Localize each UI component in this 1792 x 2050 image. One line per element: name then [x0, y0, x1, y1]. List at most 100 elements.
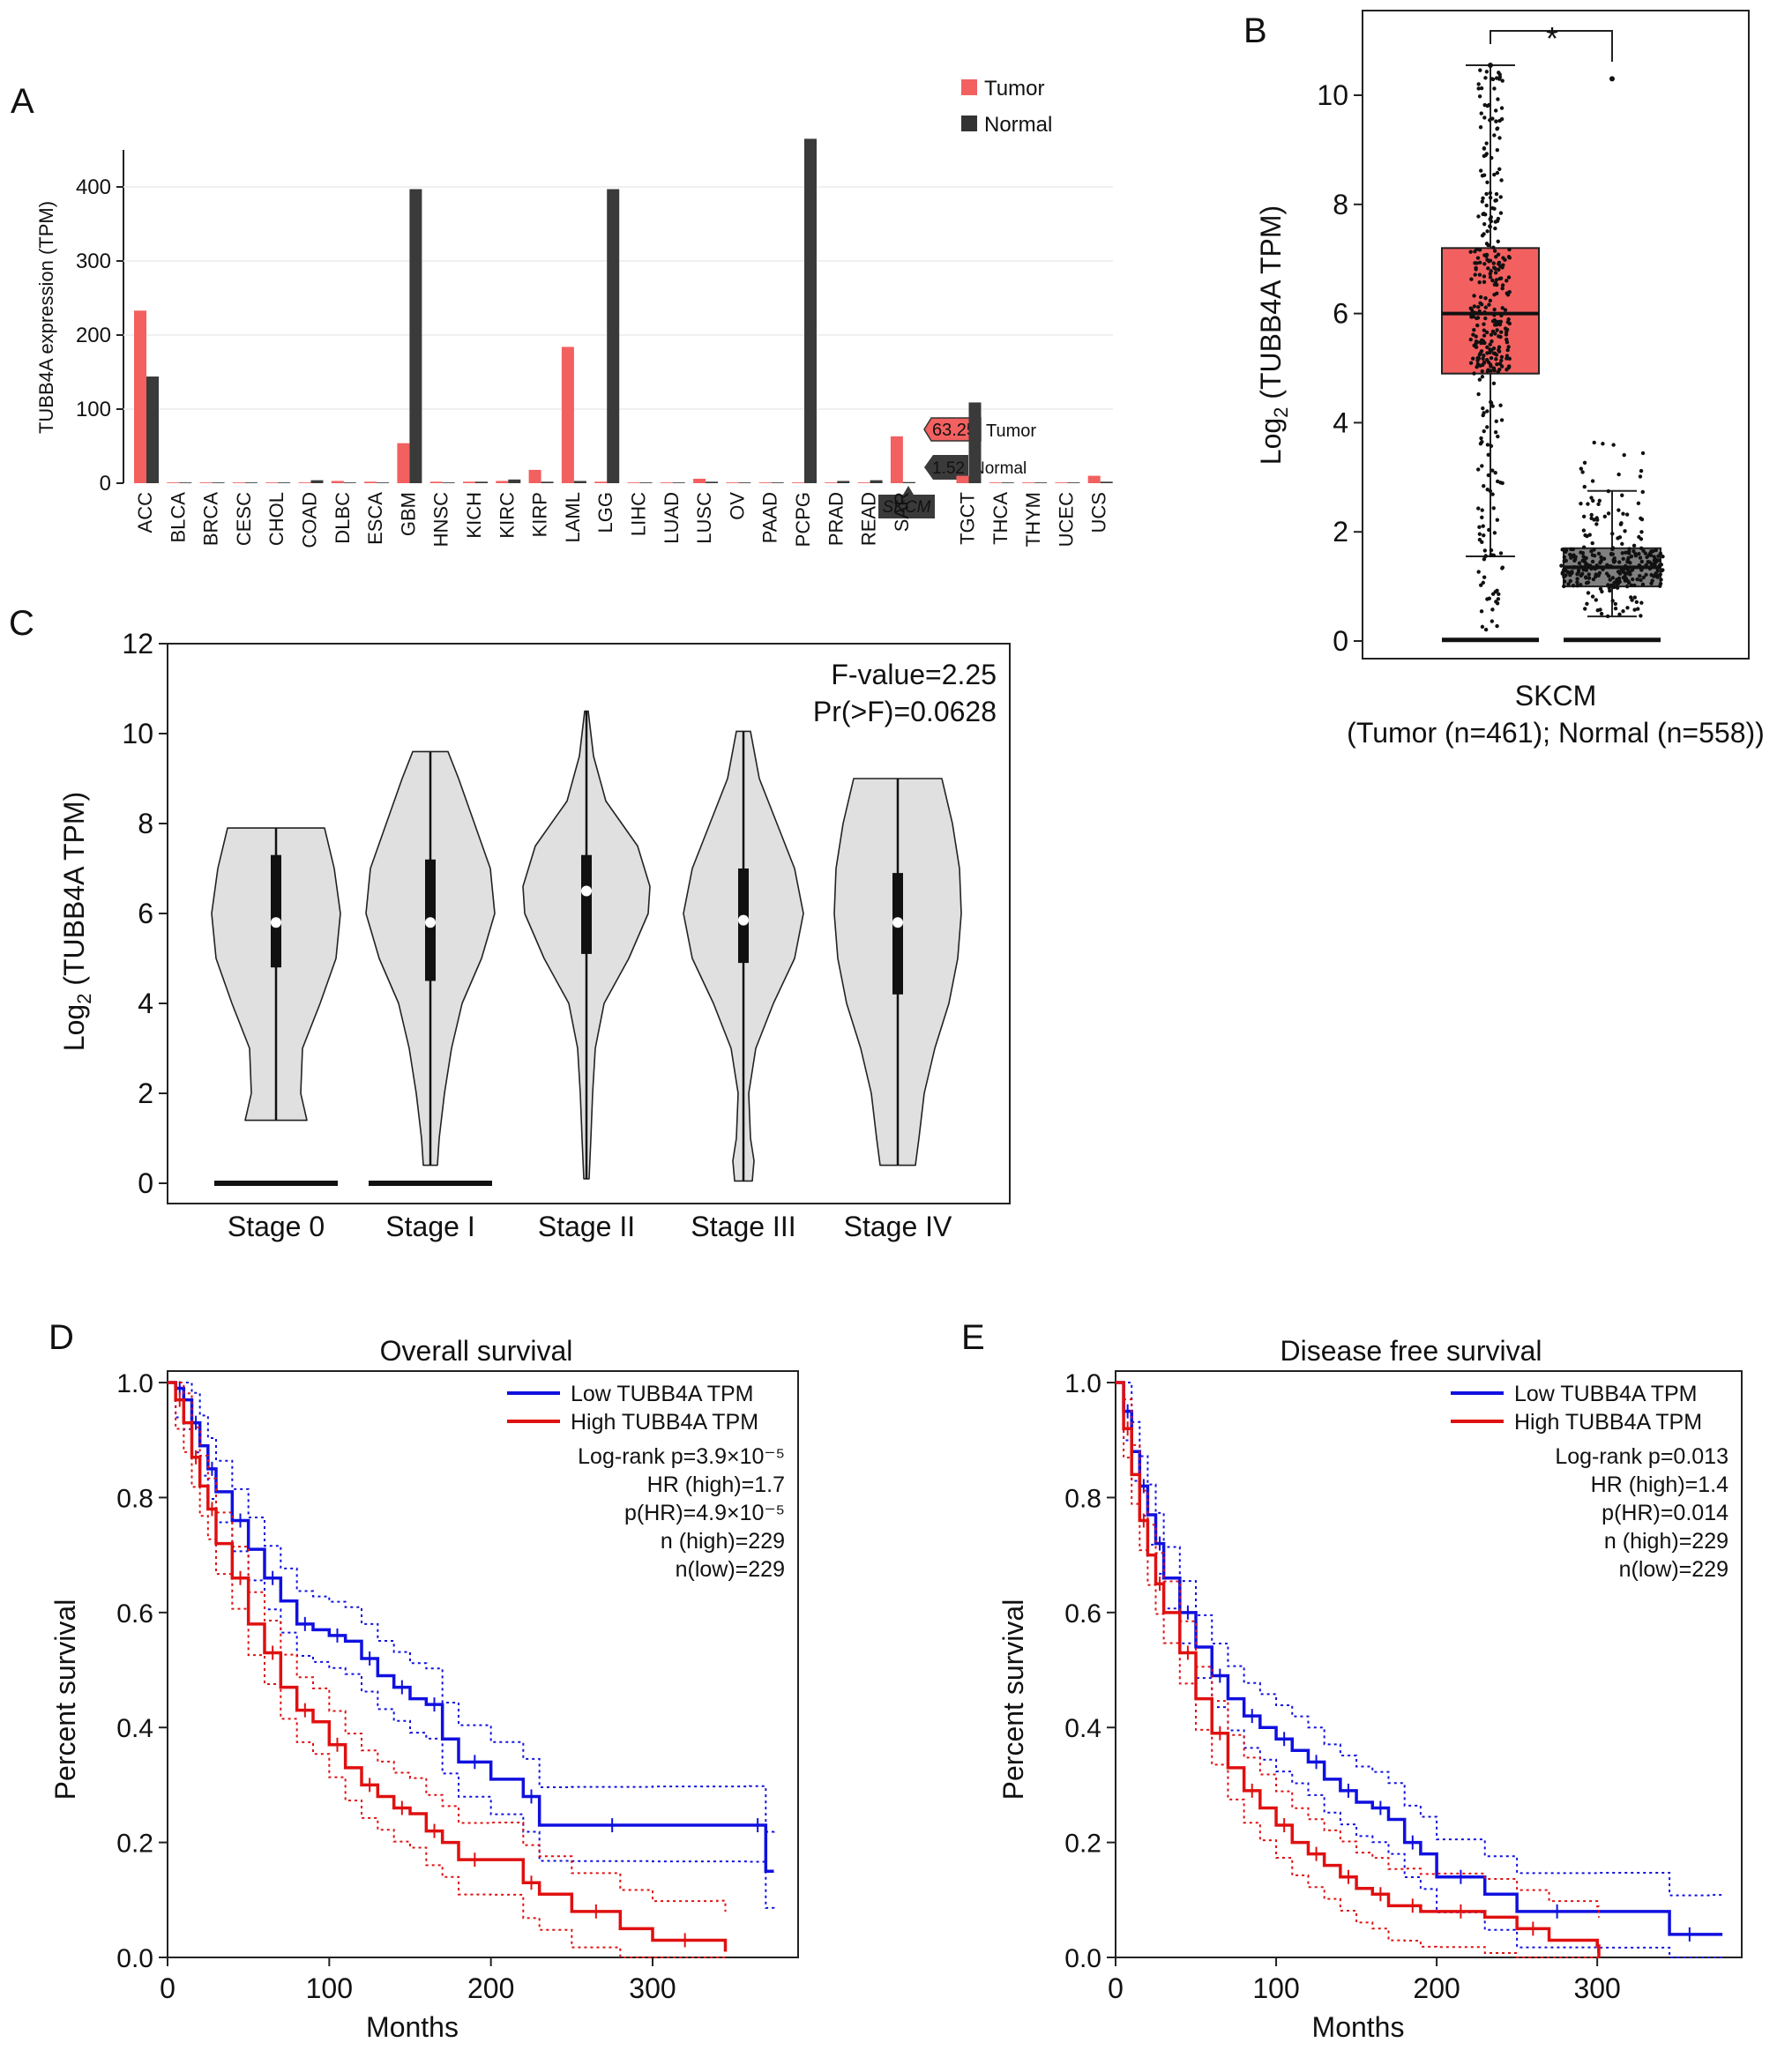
- bar-normal: [442, 482, 455, 483]
- data-point: [1576, 570, 1581, 574]
- km-y-tick-label: 0.2: [116, 1830, 153, 1859]
- data-point: [1480, 515, 1484, 520]
- bar-normal: [968, 402, 982, 483]
- panel-a-y-tick-label: 300: [76, 250, 111, 273]
- data-point: [1494, 357, 1498, 362]
- data-point: [1621, 570, 1626, 574]
- data-point: [1477, 272, 1482, 277]
- panel-a-x-tick-label: OV: [726, 492, 748, 520]
- bar-normal: [902, 481, 915, 483]
- data-point: [1639, 537, 1644, 541]
- data-point: [1499, 330, 1504, 334]
- data-point: [1476, 214, 1481, 219]
- data-point: [1499, 178, 1504, 183]
- data-point: [1496, 369, 1500, 375]
- data-point: [1478, 294, 1483, 300]
- data-point: [1639, 468, 1644, 473]
- km-y-tick-label: 0.4: [116, 1714, 153, 1743]
- bar-normal: [179, 482, 192, 483]
- data-point: [1479, 583, 1483, 587]
- data-point: [1496, 239, 1500, 244]
- panel-a-x-tick-label: GBM: [397, 492, 419, 536]
- data-point: [1497, 136, 1502, 140]
- data-point: [1476, 86, 1481, 91]
- legend-normal-swatch: [961, 116, 977, 131]
- data-point: [1496, 252, 1501, 257]
- data-point: [1661, 568, 1665, 572]
- data-point: [1638, 555, 1643, 560]
- data-point: [1489, 219, 1494, 224]
- data-point: [1641, 548, 1646, 553]
- data-point: [1505, 347, 1510, 353]
- data-point: [1492, 313, 1497, 317]
- data-point: [1482, 575, 1487, 579]
- data-point: [1625, 568, 1631, 572]
- data-point: [1490, 608, 1495, 612]
- data-point: [1622, 452, 1626, 458]
- data-point: [1499, 106, 1505, 110]
- bar-tumor: [890, 436, 903, 483]
- data-point: [1658, 551, 1663, 555]
- data-point: [1477, 94, 1482, 99]
- data-point: [1602, 514, 1607, 518]
- data-point: [1493, 332, 1497, 336]
- panel-b-y-tick-label: 8: [1333, 189, 1348, 220]
- tooltip-normal-box: [924, 455, 968, 480]
- panel-c-label: C: [9, 604, 34, 643]
- bar-tumor: [265, 482, 279, 483]
- data-point: [1656, 554, 1661, 558]
- data-point: [1661, 555, 1665, 559]
- panel-b-y-tick-label: 4: [1333, 406, 1348, 438]
- data-point: [1647, 566, 1653, 571]
- data-point: [1488, 195, 1493, 200]
- data-point: [1560, 548, 1564, 552]
- data-point: [1480, 624, 1485, 630]
- data-point: [1624, 550, 1628, 555]
- data-point: [1624, 512, 1630, 517]
- data-point: [1477, 248, 1482, 252]
- data-point: [1621, 556, 1625, 562]
- data-point: [1475, 316, 1479, 321]
- panel-a-label: A: [11, 82, 34, 121]
- data-point: [1485, 488, 1490, 492]
- bar-normal: [639, 482, 653, 483]
- panel-a-x-tick-label: KIRP: [529, 492, 551, 537]
- data-point: [1493, 280, 1498, 286]
- data-point: [1497, 75, 1503, 79]
- data-point: [1635, 577, 1639, 582]
- bar-normal: [573, 481, 586, 483]
- data-point: [1497, 347, 1501, 353]
- data-point: [1500, 78, 1505, 83]
- bar-normal: [278, 482, 291, 483]
- data-point: [1491, 245, 1496, 250]
- data-point: [1475, 256, 1481, 260]
- km-y-tick-label: 0.6: [1064, 1599, 1101, 1629]
- data-point: [1638, 474, 1643, 479]
- data-point: [1581, 514, 1587, 518]
- panel-a-x-tick-label: PCPG: [792, 492, 814, 547]
- data-point: [1639, 517, 1645, 522]
- data-point: [1597, 498, 1602, 503]
- data-point: [1659, 578, 1663, 582]
- panel-c-frame: [167, 643, 1011, 1204]
- data-point: [1473, 250, 1477, 254]
- data-point: [1495, 623, 1499, 629]
- violin-median-dot: [271, 917, 281, 928]
- data-point: [1482, 354, 1486, 358]
- panel-a-x-tick-label: UCS: [1088, 492, 1110, 533]
- data-point: [1472, 328, 1476, 332]
- bar-tumor: [496, 481, 509, 483]
- bar-normal: [310, 480, 324, 483]
- panel-c-y-tick-label: 0: [138, 1167, 153, 1199]
- data-point: [1609, 552, 1614, 557]
- data-point: [1496, 597, 1501, 601]
- data-point: [1573, 555, 1578, 559]
- data-point: [1506, 345, 1511, 349]
- data-point: [1482, 533, 1486, 538]
- data-point: [1495, 518, 1500, 522]
- bar-normal: [804, 138, 817, 483]
- data-point: [1569, 555, 1573, 560]
- data-point: [1480, 508, 1484, 512]
- data-point: [1484, 330, 1490, 335]
- data-point: [1492, 307, 1497, 312]
